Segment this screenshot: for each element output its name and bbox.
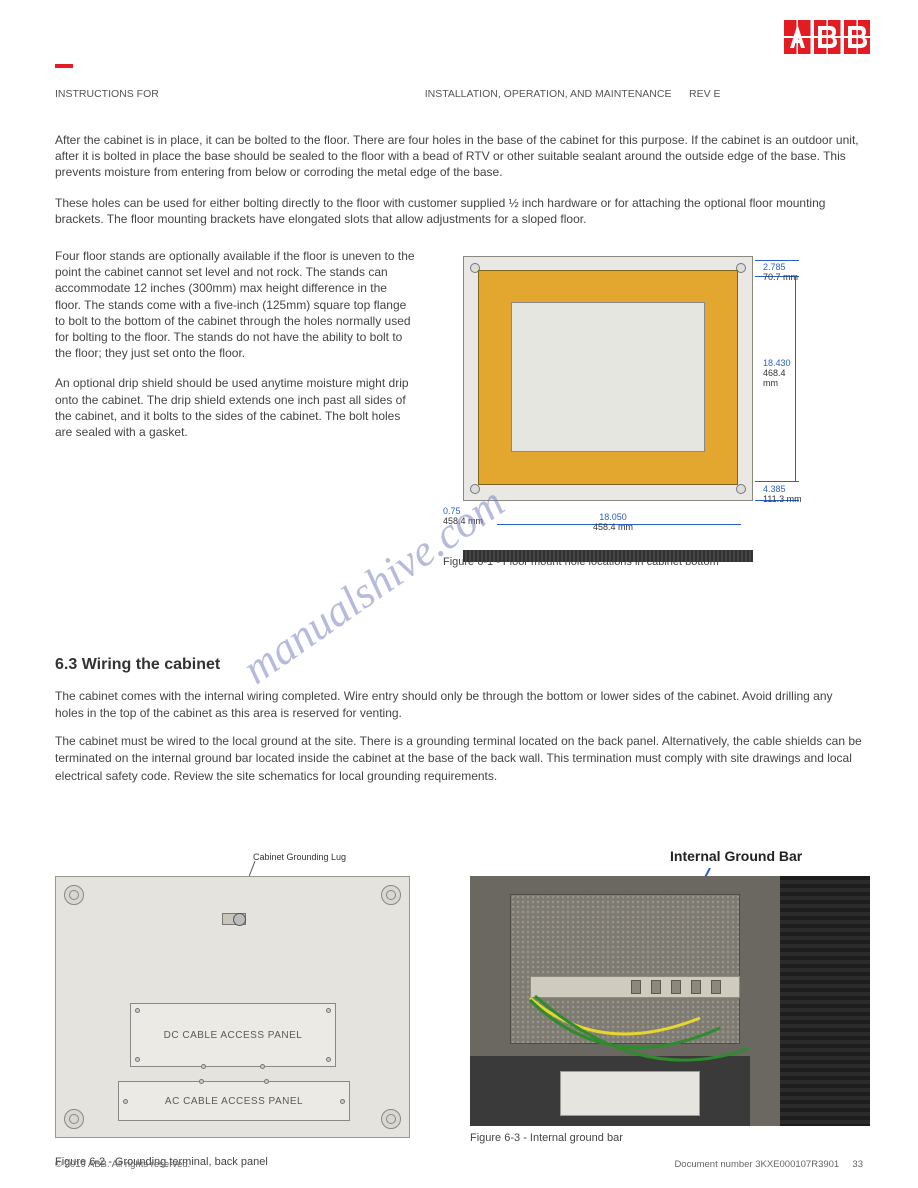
footer-copyright: © 2019 ABB. All rights reserved. xyxy=(55,1159,190,1170)
page-footer: © 2019 ABB. All rights reserved. Documen… xyxy=(55,1159,863,1170)
back-panel: DC CABLE ACCESS PANEL AC CABLE ACCESS PA… xyxy=(55,876,410,1138)
header-line: INSTRUCTIONS FOR INSTALLATION, OPERATION… xyxy=(55,88,721,100)
dim-bottom-left: 0.75 458.4 mm xyxy=(443,506,483,526)
ground-wires-icon xyxy=(520,988,770,1108)
bolt-hole-icon xyxy=(470,484,480,494)
footer-doc-no: Document number 3KXE000107R3901 xyxy=(674,1159,839,1170)
dc-panel-label: DC CABLE ACCESS PANEL xyxy=(164,1030,303,1041)
cable-duct xyxy=(780,876,870,1126)
figure-6-3-caption: Figure 6-3 - Internal ground bar xyxy=(470,1132,870,1144)
dim-line xyxy=(755,481,799,482)
header-rev: REV E xyxy=(689,88,721,100)
ac-cable-access-panel: AC CABLE ACCESS PANEL xyxy=(118,1081,350,1121)
dim-top: 2.785 70.7 mm xyxy=(763,262,798,282)
frame-base-grip xyxy=(463,550,753,562)
brand-dash xyxy=(55,64,73,68)
mount-corner-icon xyxy=(64,1109,84,1129)
bolt-hole-icon xyxy=(736,484,746,494)
intro-para-2: These holes can be used for either bolti… xyxy=(55,195,863,227)
frame-diagram: 2.785 70.7 mm 18.430 468.4 mm 4.385 111.… xyxy=(443,248,803,548)
dim-bottom-right: 4.385 111.3 mm xyxy=(763,484,802,504)
intro-para-1: After the cabinet is in place, it can be… xyxy=(55,132,863,181)
section-6-3: 6.3 Wiring the cabinet The cabinet comes… xyxy=(55,656,863,795)
mount-corner-icon xyxy=(381,1109,401,1129)
ground-bar-photo xyxy=(470,876,870,1126)
section-6-3-p1: The cabinet comes with the internal wiri… xyxy=(55,688,863,723)
header-suffix: INSTALLATION, OPERATION, AND MAINTENANCE xyxy=(425,88,672,100)
frame-opening xyxy=(511,302,705,452)
figure-6-3: Internal Ground Bar xyxy=(470,850,870,1168)
dim-bottom: 18.050 458.4 mm xyxy=(593,512,633,532)
internal-ground-bar-label: Internal Ground Bar xyxy=(670,848,802,864)
section-6-3-p2: The cabinet must be wired to the local g… xyxy=(55,733,863,785)
intro-section: After the cabinet is in place, it can be… xyxy=(55,132,863,241)
mount-corner-icon xyxy=(381,885,401,905)
mount-corner-icon xyxy=(64,885,84,905)
bottom-figures: Cabinet Grounding Lug DC CABLE ACCESS PA… xyxy=(55,850,870,1168)
left-para-1: Four floor stands are optionally availab… xyxy=(55,248,415,361)
grounding-lug-label: Cabinet Grounding Lug xyxy=(253,852,346,862)
two-col-top: Four floor stands are optionally availab… xyxy=(55,248,878,568)
dim-line xyxy=(755,260,799,261)
grounding-lug-icon xyxy=(222,913,246,925)
footer-page: 33 xyxy=(852,1159,863,1170)
left-para-2: An optional drip shield should be used a… xyxy=(55,375,415,440)
dim-right: 18.430 468.4 mm xyxy=(763,358,803,388)
abb-logo xyxy=(784,20,870,54)
figure-6-2: Cabinet Grounding Lug DC CABLE ACCESS PA… xyxy=(55,850,426,1168)
frame-figure: 2.785 70.7 mm 18.430 468.4 mm 4.385 111.… xyxy=(443,248,878,568)
dc-cable-access-panel: DC CABLE ACCESS PANEL xyxy=(130,1003,336,1067)
section-6-3-heading: 6.3 Wiring the cabinet xyxy=(55,656,863,674)
ac-panel-label: AC CABLE ACCESS PANEL xyxy=(165,1096,303,1107)
left-text-block: Four floor stands are optionally availab… xyxy=(55,248,415,568)
page: INSTRUCTIONS FOR INSTALLATION, OPERATION… xyxy=(0,0,918,1188)
header-prefix: INSTRUCTIONS FOR xyxy=(55,88,159,100)
